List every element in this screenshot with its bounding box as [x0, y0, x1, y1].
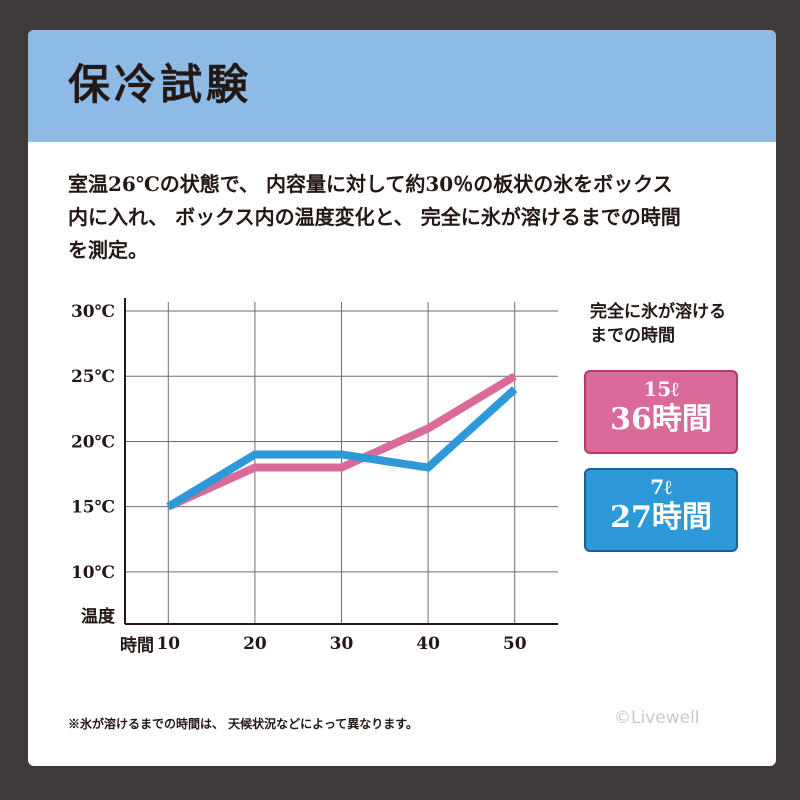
x-tick-label: 20: [243, 634, 267, 654]
x-tick-label: 50: [503, 634, 527, 654]
x-tick-label: 10: [156, 634, 180, 654]
legend-duration: 36時間: [610, 402, 712, 437]
y-tick-label: 10℃: [71, 563, 115, 583]
legend-duration: 27時間: [610, 500, 712, 535]
header-band: 保冷試験: [28, 30, 776, 142]
series-line-15l: [166, 372, 517, 511]
chart-axes: [124, 298, 558, 625]
x-tick-label: 30: [330, 634, 354, 654]
footnote: ※氷が溶けるまでの時間は、 天候状況などによって異なります。: [68, 717, 419, 731]
temperature-chart: 10℃ 15℃ 20℃ 25℃ 30℃ 温度 10 20 30 40 50 時間: [71, 298, 558, 656]
x-tick-label: 40: [416, 634, 440, 654]
description-line: 内に入れ、 ボックス内の温度変化と、 完全に氷が溶けるまでの時間: [68, 205, 681, 229]
chart-series: [166, 372, 518, 511]
y-tick-label: 15℃: [71, 498, 115, 518]
legend-title-line: 完全に氷が溶ける: [590, 302, 726, 322]
chart-grid: [125, 302, 558, 624]
description-line: 室温26℃の状態で、 内容量に対して約30％の板状の氷をボックス: [68, 172, 673, 196]
chart-labels: 10℃ 15℃ 20℃ 25℃ 30℃ 温度 10 20 30 40 50 時間: [71, 302, 527, 656]
card: 保冷試験 室温26℃の状態で、 内容量に対して約30％の板状の氷をボックス 内に…: [28, 30, 776, 766]
page-title: 保冷試験: [68, 60, 253, 109]
legend-title-line: までの時間: [590, 326, 675, 346]
copyright-watermark: ©Livewell: [614, 708, 700, 728]
y-tick-label: 30℃: [71, 302, 115, 322]
x-axis-label: 時間: [120, 635, 154, 656]
legend-capacity: 15ℓ: [643, 377, 679, 401]
legend-capacity: 7ℓ: [650, 475, 672, 499]
description: 室温26℃の状態で、 内容量に対して約30％の板状の氷をボックス 内に入れ、 ボ…: [68, 168, 748, 267]
y-tick-label: 25℃: [71, 367, 115, 387]
series-line-7l: [166, 386, 518, 511]
legend-item-7l: 7ℓ 27時間: [584, 468, 738, 552]
legend-title: 完全に氷が溶ける までの時間: [590, 300, 726, 348]
description-line: を測定。: [68, 238, 148, 262]
legend-item-15l: 15ℓ 36時間: [584, 370, 738, 454]
y-tick-label: 20℃: [71, 432, 115, 452]
y-axis-label: 温度: [81, 606, 116, 627]
